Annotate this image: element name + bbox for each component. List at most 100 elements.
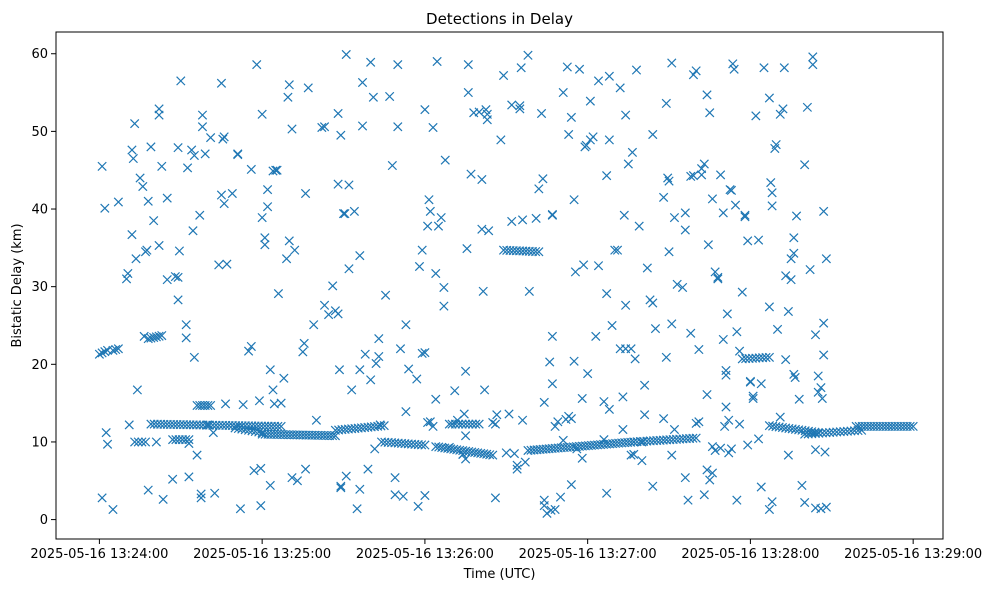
data-point <box>734 419 745 429</box>
data-point <box>691 66 701 76</box>
data-point <box>740 212 750 222</box>
data-point <box>718 208 728 218</box>
data-point <box>550 504 560 515</box>
data-point <box>718 334 728 345</box>
data-point <box>810 330 821 340</box>
data-point <box>820 447 830 457</box>
data-point <box>181 434 191 445</box>
data-point <box>235 504 246 514</box>
data-point <box>463 87 473 98</box>
data-point <box>184 472 194 482</box>
data-point <box>593 76 604 86</box>
data-point <box>265 365 275 375</box>
data-point <box>748 393 758 404</box>
data-point <box>401 407 411 417</box>
data-point <box>751 111 761 121</box>
data-point <box>390 473 400 483</box>
data-point <box>284 236 294 246</box>
data-point <box>233 149 243 159</box>
data-point <box>583 368 593 379</box>
data-point <box>205 132 216 143</box>
data-point <box>512 464 522 474</box>
data-point <box>352 504 362 514</box>
data-point <box>279 373 289 383</box>
data-point <box>97 161 107 171</box>
data-point <box>585 96 595 106</box>
data-point <box>569 195 579 205</box>
data-point <box>436 212 446 223</box>
data-point <box>536 108 547 119</box>
data-point <box>422 417 433 428</box>
data-point <box>463 59 473 70</box>
data-point <box>439 301 449 311</box>
data-point <box>767 497 777 507</box>
data-point <box>460 419 471 429</box>
data-point <box>379 421 389 431</box>
data-point <box>743 236 753 246</box>
data-point <box>720 421 730 432</box>
data-point <box>133 437 143 447</box>
data-point <box>272 165 282 175</box>
data-point <box>517 415 528 425</box>
data-point <box>464 419 474 429</box>
data-point <box>810 428 820 439</box>
data-point <box>420 490 430 501</box>
data-point <box>756 482 766 492</box>
data-point <box>319 300 330 310</box>
data-point <box>281 254 292 264</box>
data-point <box>807 429 817 439</box>
data-point <box>547 379 558 389</box>
data-point <box>732 495 742 505</box>
y-tick-label: 50 <box>31 125 48 140</box>
data-point <box>138 181 148 192</box>
data-point <box>168 474 178 484</box>
data-point <box>908 421 918 432</box>
data-point <box>197 122 208 132</box>
data-point <box>524 286 534 296</box>
data-point <box>420 348 430 358</box>
data-point <box>363 464 373 474</box>
data-point <box>634 221 644 231</box>
data-point <box>615 83 625 93</box>
data-point <box>366 375 376 385</box>
data-point <box>344 180 354 190</box>
data-point <box>789 369 799 380</box>
data-point <box>276 421 286 432</box>
data-point <box>705 475 715 485</box>
data-point <box>439 282 449 293</box>
data-point <box>196 493 206 503</box>
data-point <box>509 448 520 459</box>
data-point <box>154 240 164 251</box>
data-point <box>174 246 185 256</box>
data-point <box>764 352 775 362</box>
data-point <box>157 161 167 171</box>
data-point <box>323 309 334 320</box>
data-point <box>797 480 807 491</box>
data-point <box>569 356 579 366</box>
data-point <box>621 110 631 120</box>
data-point <box>349 206 360 216</box>
y-tick-label: 10 <box>31 435 48 450</box>
data-point <box>694 344 704 355</box>
data-point <box>581 140 591 150</box>
data-point <box>574 64 585 74</box>
data-point <box>496 135 506 145</box>
data-point <box>602 171 612 181</box>
data-point <box>707 194 718 204</box>
data-point <box>691 418 701 428</box>
data-point <box>814 428 824 438</box>
data-point <box>457 419 467 429</box>
data-point <box>340 209 350 219</box>
data-point <box>238 400 248 410</box>
data-point <box>262 184 273 195</box>
data-point <box>344 264 354 274</box>
data-point <box>501 448 511 458</box>
data-point <box>726 444 737 454</box>
data-point <box>520 457 530 467</box>
data-point <box>498 70 509 81</box>
data-point <box>371 358 381 369</box>
data-point <box>299 338 309 348</box>
data-point <box>810 445 821 455</box>
data-point <box>800 160 810 170</box>
plot-frame <box>55 31 944 540</box>
